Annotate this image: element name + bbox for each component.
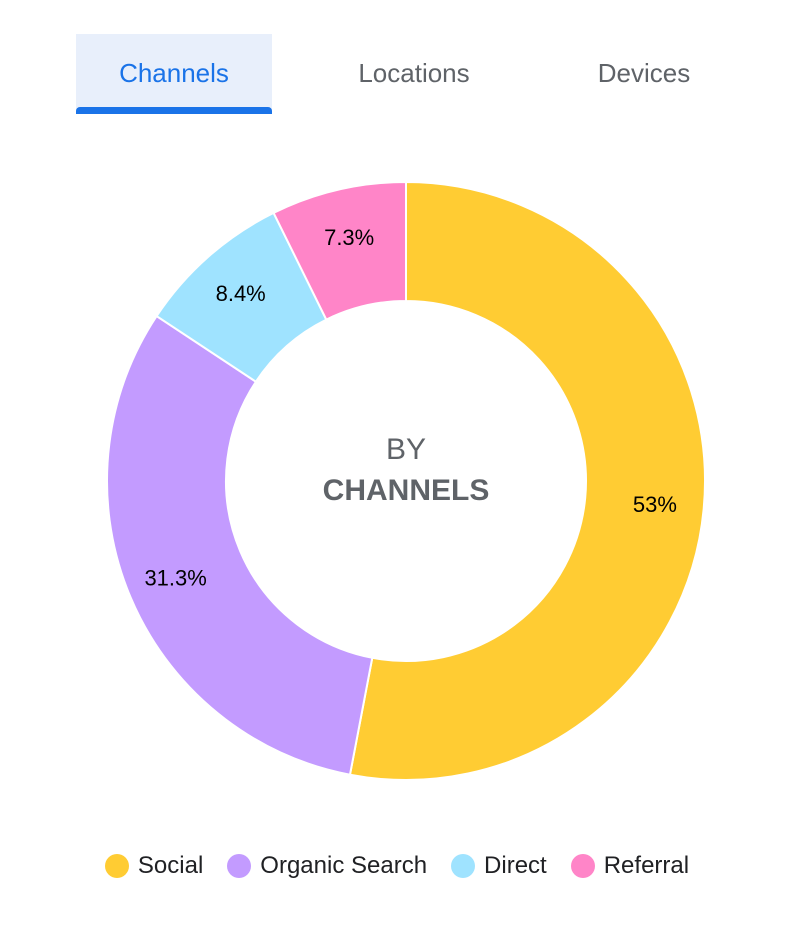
legend-item-social[interactable]: Social: [104, 852, 204, 880]
tab-locations[interactable]: Locations: [328, 34, 500, 114]
tab-bar: Channels Locations Devices: [76, 34, 718, 114]
data-label-direct: 8.4%: [216, 281, 266, 306]
active-tab-indicator: [76, 107, 272, 114]
donut-data-labels: 53% 31.3% 8.4% 7.3%: [144, 225, 676, 591]
legend-swatch-referral: [570, 854, 595, 878]
legend-swatch-organic-search: [227, 854, 252, 878]
tab-devices-label: Devices: [597, 57, 691, 88]
data-label-referral: 7.3%: [324, 225, 374, 250]
data-label-organic-search: 31.3%: [144, 566, 206, 591]
tab-channels[interactable]: Channels: [76, 34, 272, 114]
legend-label-organic-search: Organic Search: [260, 852, 428, 879]
legend-item-direct[interactable]: Direct: [451, 852, 547, 880]
legend-item-organic-search[interactable]: Organic Search: [227, 852, 427, 880]
slice-social[interactable]: [348, 180, 706, 781]
center-label-line1: BY: [385, 433, 427, 466]
data-label-social: 53%: [633, 492, 677, 517]
slice-organic-search[interactable]: [106, 314, 374, 776]
legend-swatch-social: [104, 854, 129, 878]
legend-label-social: Social: [137, 852, 204, 879]
tab-devices[interactable]: Devices: [556, 34, 732, 114]
legend-label-referral: Referral: [603, 852, 690, 879]
donut-slices: [106, 180, 706, 781]
donut-center-label: BY CHANNELS: [206, 430, 606, 512]
legend-item-referral[interactable]: Referral: [570, 852, 690, 880]
chart-legend: Social Organic Search Direct Referral: [0, 848, 794, 884]
tab-locations-label: Locations: [358, 57, 470, 88]
slice-referral[interactable]: [272, 180, 407, 321]
legend-label-direct: Direct: [484, 852, 547, 879]
tab-channels-label: Channels: [119, 57, 229, 88]
center-label-line2: CHANNELS: [322, 474, 490, 507]
legend-swatch-direct: [451, 854, 476, 878]
